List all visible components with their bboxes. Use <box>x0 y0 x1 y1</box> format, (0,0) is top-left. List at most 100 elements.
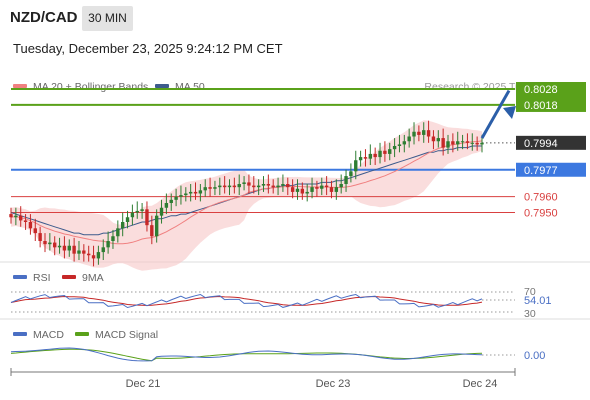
candle-body <box>397 144 402 146</box>
candle-body <box>222 185 227 188</box>
candle-body <box>101 247 105 253</box>
candle-body <box>62 245 67 251</box>
candle-body <box>9 214 13 218</box>
level-tag-pivot <box>516 162 586 177</box>
candle-body <box>106 241 110 248</box>
candle-body <box>358 157 363 161</box>
candle-body <box>150 225 154 237</box>
interval-button[interactable]: 30 MIN <box>82 6 133 31</box>
candle-body <box>383 150 387 154</box>
candle-body <box>23 220 28 222</box>
legend-ma20: MA 20 + Bollinger Bands <box>33 81 148 93</box>
candle-body <box>276 185 280 188</box>
candle-body <box>305 191 309 194</box>
candle-body <box>315 187 319 189</box>
candle-body <box>252 185 256 188</box>
candle-body <box>198 190 203 194</box>
candle-body <box>300 188 305 194</box>
legend-rsi: RSI <box>33 272 51 284</box>
candle-body <box>436 138 440 142</box>
candle-body <box>339 184 343 188</box>
candle-body <box>422 130 426 135</box>
current-price-label: 0.7994 <box>524 138 558 150</box>
macd-value-label: 0.00 <box>524 350 545 362</box>
candle-body <box>392 146 397 150</box>
legend-swatch-ma20 <box>13 84 27 88</box>
candle-body <box>179 195 183 197</box>
candle-body <box>407 136 411 142</box>
candle-body <box>456 141 460 145</box>
candle-body <box>174 196 178 200</box>
level-label-support: 0.7950 <box>524 208 558 220</box>
timestamp: Tuesday, December 23, 2025 9:24:12 PM CE… <box>13 41 283 56</box>
legend-swatch-macd <box>13 332 27 336</box>
candle-body <box>286 184 290 188</box>
candle-body <box>242 182 246 184</box>
candle-body <box>334 187 339 192</box>
rsi-ma-line <box>10 295 483 307</box>
candle-body <box>86 253 91 256</box>
candle-body <box>295 188 300 192</box>
candle-body <box>130 212 135 218</box>
legend-swatch-ma50 <box>155 84 169 88</box>
candle-body <box>145 209 149 226</box>
candle-body <box>363 157 368 159</box>
instrument-title: NZD/CAD <box>10 9 78 26</box>
candle-body <box>402 141 407 145</box>
legend-macd: MACD <box>33 329 64 341</box>
candle-body <box>188 191 193 194</box>
candle-body <box>344 176 348 184</box>
ma20-line <box>10 140 483 245</box>
candle-body <box>213 187 217 189</box>
candle-body <box>237 184 241 188</box>
bollinger-band <box>11 120 482 271</box>
candle-body <box>48 242 52 245</box>
candle-body <box>480 142 484 145</box>
candle-body <box>125 217 130 222</box>
rsi-line <box>10 293 483 309</box>
candle-body <box>116 228 120 237</box>
candle-body <box>446 141 450 148</box>
candle-body <box>247 182 251 186</box>
candle-body <box>266 184 271 186</box>
candle-body <box>256 185 261 188</box>
rsi-tick-70: 70 <box>524 286 536 298</box>
candle-body <box>43 241 47 245</box>
candle-body <box>91 255 96 259</box>
forecast-arrow <box>480 89 511 139</box>
candle-body <box>169 199 173 203</box>
target-block <box>516 82 586 112</box>
rsi-value-label: 54.01 <box>524 295 552 307</box>
candle-body <box>417 131 421 135</box>
candle-body <box>354 160 358 172</box>
candle-body <box>460 141 465 143</box>
candle-body <box>159 207 164 216</box>
candle-body <box>57 245 62 248</box>
forecast-arrowhead <box>503 106 516 119</box>
candle-body <box>120 222 125 229</box>
candle-body <box>378 150 382 158</box>
legend-swatch-rsi-ma <box>62 275 76 279</box>
candle-body <box>33 228 37 234</box>
candle-body <box>96 252 101 259</box>
rsi-tick-30: 30 <box>524 308 536 320</box>
candle-body <box>320 185 324 189</box>
candle-body <box>82 250 86 254</box>
x-tick-label: Dec 24 <box>463 378 498 390</box>
candle-body <box>271 185 275 188</box>
candle-body <box>470 142 474 144</box>
candle-body <box>53 242 57 248</box>
candle-body <box>164 203 169 208</box>
legend-rsi-ma: 9MA <box>82 272 104 284</box>
level-label-pivot: 0.7977 <box>524 165 558 177</box>
candle-body <box>72 245 76 254</box>
candle-body <box>441 138 445 148</box>
current-price-tag <box>516 135 586 150</box>
x-tick-label: Dec 21 <box>126 378 161 390</box>
candle-body <box>135 210 139 213</box>
candle-body <box>475 142 479 145</box>
candle-body <box>184 193 188 196</box>
legend-swatch-macd-signal <box>75 332 89 336</box>
level-label-support: 0.7960 <box>524 192 558 204</box>
